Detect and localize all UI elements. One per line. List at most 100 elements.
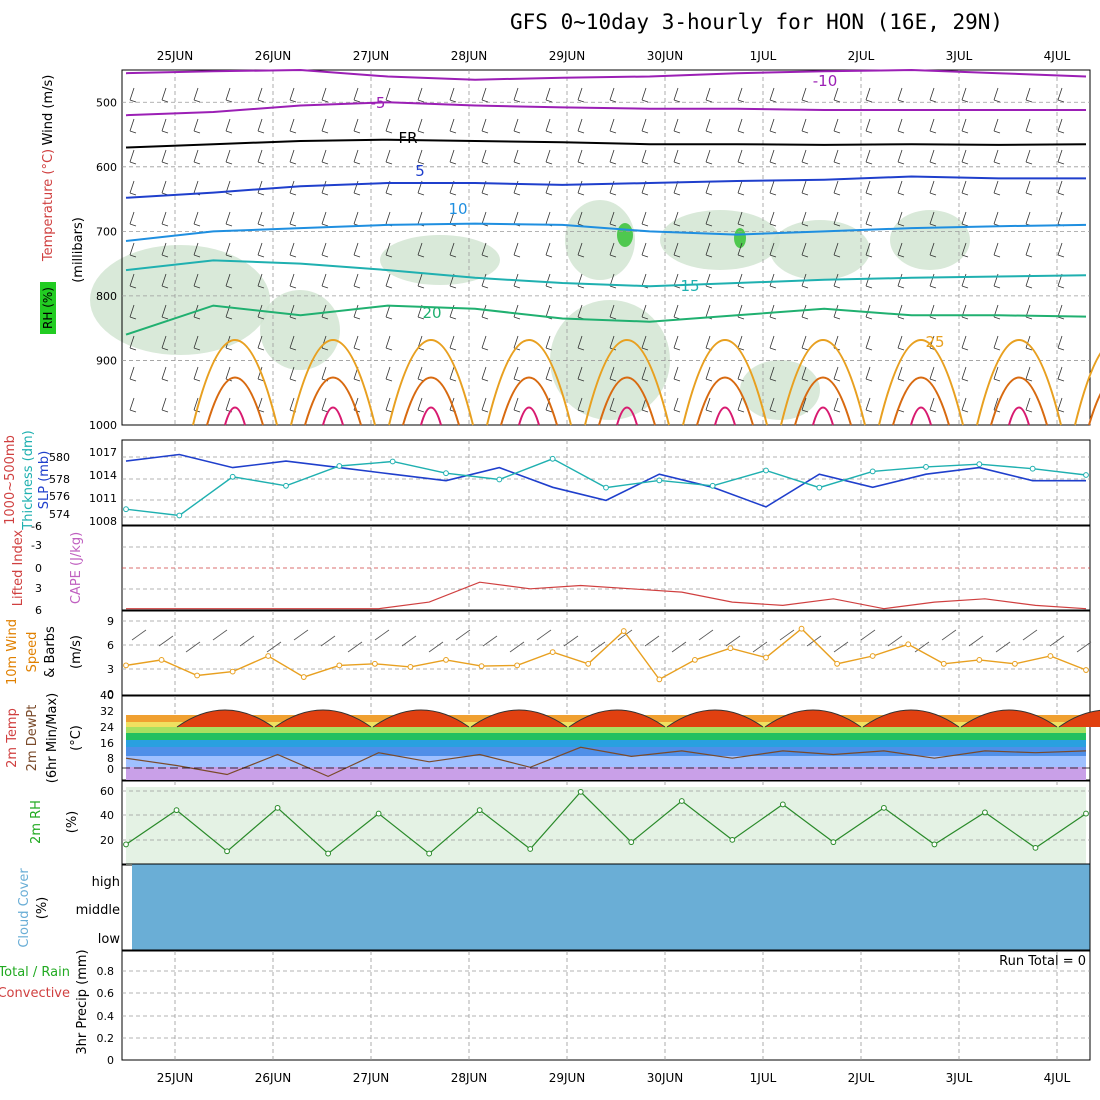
wind-barb-flag	[673, 409, 681, 413]
wind-barb	[129, 335, 135, 349]
wind-barb	[481, 118, 487, 132]
wind-barb-flag	[321, 192, 329, 196]
wind-barb	[673, 397, 679, 411]
rh-high-spot	[734, 228, 746, 248]
cape-axis-label: CAPE (J/kg)	[69, 532, 84, 604]
temp-contour-15	[125, 259, 1087, 288]
date-label-top: 1JUL	[750, 49, 777, 63]
wind-barb	[225, 273, 231, 287]
wind-barb-flag	[449, 285, 457, 289]
wind-barb	[1025, 242, 1031, 256]
wind-barb-flag	[961, 378, 969, 382]
wind-barb	[1025, 366, 1031, 380]
wind-barb-flag	[193, 223, 201, 227]
wind-barb-flag	[801, 223, 809, 227]
wind-barb-flag	[897, 192, 905, 196]
wind-barb-flag	[641, 316, 649, 320]
wind-barb	[129, 242, 135, 256]
wind-barb	[737, 87, 743, 101]
thickness-marker	[336, 463, 343, 469]
wind-barb-flag	[929, 254, 937, 258]
wind-barb-flag	[289, 285, 297, 289]
wind-barb	[833, 118, 839, 132]
wind-barb	[737, 242, 743, 256]
thickness-marker	[976, 461, 983, 468]
wind-barb	[1057, 180, 1063, 194]
wind-barb-flag	[993, 130, 1001, 134]
wind-barb-flag	[289, 316, 297, 320]
wind10m-speed-marker	[158, 657, 165, 663]
wind-barb	[161, 180, 167, 194]
li-tick: 0	[35, 562, 42, 575]
wind-barb-flag	[449, 161, 457, 165]
wind10m-speed-marker	[869, 653, 876, 659]
wind-barb-flag	[193, 130, 201, 134]
wind-barb-flag	[609, 316, 617, 320]
wind-barb-flag	[833, 223, 841, 227]
pressure-tick: 800	[96, 290, 117, 303]
wind-barb-flag	[225, 285, 233, 289]
wind-barb-flag	[705, 409, 713, 413]
warm-contour-25	[878, 339, 964, 426]
rh-shade	[890, 210, 970, 270]
wind-barb	[961, 180, 967, 194]
wind-barb-flag	[769, 285, 777, 289]
wind-barb	[1057, 397, 1063, 411]
wind-barb-flag	[161, 347, 169, 351]
wind-barb-flag	[577, 409, 585, 413]
wind-barb	[865, 211, 871, 225]
wind-barb-flag	[129, 378, 137, 382]
wind-barb-flag	[1025, 161, 1033, 165]
wind-barb-flag	[1057, 316, 1065, 320]
date-label-top: 3JUL	[946, 49, 973, 63]
wind-barb-flag	[577, 378, 585, 382]
rh2m-marker	[678, 798, 685, 804]
rh-shade	[90, 245, 270, 355]
wind-barb	[161, 304, 167, 318]
rh2m-marker	[729, 836, 736, 843]
wind-barb-flag	[833, 161, 841, 165]
temp-band	[126, 767, 1086, 780]
slp-tick: 1011	[89, 492, 117, 505]
wind-barb-flag	[577, 192, 585, 196]
temp-line	[862, 709, 960, 728]
wind-barb-flag	[385, 285, 393, 289]
wind-barb	[833, 397, 839, 411]
wind10m-speed-marker	[336, 662, 343, 669]
wind-barb-flag	[257, 316, 265, 320]
wind-barb	[801, 180, 807, 194]
wind-barb	[385, 304, 391, 318]
wind-barb	[129, 304, 135, 318]
wind-barb	[673, 87, 679, 101]
wind-barb	[705, 211, 711, 225]
wind10m-barb	[482, 635, 498, 647]
wind-barb-flag	[929, 192, 937, 196]
li-tick: 6	[35, 604, 42, 617]
wind10m-barb	[968, 635, 984, 647]
thickness-marker	[229, 473, 236, 480]
rh2m-marker	[426, 850, 433, 857]
wind-barb-flag	[321, 409, 329, 413]
wind-barb	[897, 180, 903, 194]
date-label-bottom: 4JUL	[1044, 1071, 1071, 1085]
wind10m-barb	[1049, 635, 1065, 647]
wind10m-speed-marker	[407, 664, 414, 670]
wind10m-barb	[914, 641, 930, 653]
date-label-top: 26JUN	[255, 49, 292, 63]
wind-barb	[321, 180, 327, 194]
li-tick: -3	[31, 539, 42, 552]
wind-barb	[705, 335, 711, 349]
wind-barb	[705, 149, 711, 163]
wind-barb-flag	[289, 378, 297, 382]
wind-barb	[1057, 304, 1063, 318]
wind-barb-flag	[865, 192, 873, 196]
wind-barb-flag	[545, 378, 553, 382]
warm-contour-25	[290, 339, 376, 426]
wind-barb-flag	[993, 192, 1001, 196]
wind-barb-flag	[865, 223, 873, 227]
wind-barb	[865, 149, 871, 163]
wind-barb	[545, 211, 551, 225]
wind-barb-flag	[865, 316, 873, 320]
wind10m-speed-marker	[443, 657, 449, 663]
wind-barb-flag	[161, 316, 169, 320]
